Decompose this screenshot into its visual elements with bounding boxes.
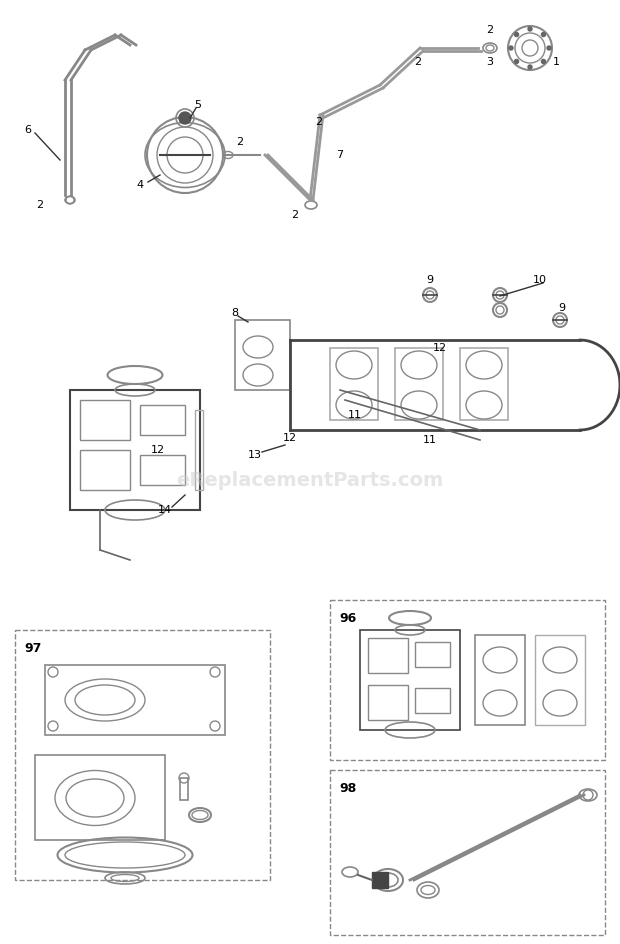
Text: 4: 4 [136, 180, 144, 190]
Bar [15, 630, 270, 880]
Bar [330, 770, 605, 935]
Text: 12: 12 [151, 445, 165, 455]
Text: 2: 2 [487, 25, 494, 35]
Text: 9: 9 [427, 275, 433, 285]
Text: 2: 2 [414, 57, 422, 67]
Circle shape [528, 27, 532, 31]
Text: 9: 9 [559, 303, 565, 313]
Circle shape [515, 32, 518, 37]
Bar [35, 755, 165, 840]
Circle shape [541, 32, 546, 37]
Bar [195, 410, 203, 490]
Text: 14: 14 [158, 505, 172, 515]
Bar [372, 872, 388, 888]
Text: eReplacementParts.com: eReplacementParts.com [176, 470, 444, 490]
Circle shape [179, 112, 191, 124]
Bar [70, 390, 200, 510]
Bar [140, 455, 185, 485]
Bar [140, 405, 185, 435]
Text: 11: 11 [348, 410, 362, 420]
Bar [415, 642, 450, 667]
Circle shape [528, 65, 532, 69]
Bar [45, 665, 225, 735]
Text: 11: 11 [423, 435, 437, 445]
Text: 12: 12 [283, 433, 297, 443]
Bar [330, 600, 605, 760]
Text: 2: 2 [316, 117, 322, 127]
Bar [475, 635, 525, 725]
Text: 2: 2 [291, 210, 299, 220]
Text: 97: 97 [24, 642, 42, 654]
Bar [80, 400, 130, 440]
Text: 7: 7 [337, 150, 343, 160]
Bar [180, 778, 188, 800]
Bar [460, 348, 508, 420]
Circle shape [547, 46, 551, 50]
Text: 2: 2 [37, 200, 43, 210]
Circle shape [515, 59, 518, 63]
Text: 3: 3 [487, 57, 494, 67]
Text: 98: 98 [339, 782, 356, 795]
Text: 1: 1 [552, 57, 559, 67]
Text: 6: 6 [25, 125, 32, 135]
Bar [535, 635, 585, 725]
Bar [395, 348, 443, 420]
Bar [235, 320, 290, 390]
Text: 2: 2 [236, 137, 244, 147]
Bar [360, 630, 460, 730]
Text: 96: 96 [339, 612, 356, 625]
Bar [415, 688, 450, 713]
Text: 13: 13 [248, 450, 262, 460]
Text: 12: 12 [433, 343, 447, 353]
Circle shape [509, 46, 513, 50]
Text: 10: 10 [533, 275, 547, 285]
Circle shape [541, 59, 546, 63]
Text: 8: 8 [231, 308, 239, 318]
Bar [368, 685, 408, 720]
Bar [330, 348, 378, 420]
Bar [368, 638, 408, 673]
Bar [80, 450, 130, 490]
Text: 5: 5 [195, 100, 202, 110]
